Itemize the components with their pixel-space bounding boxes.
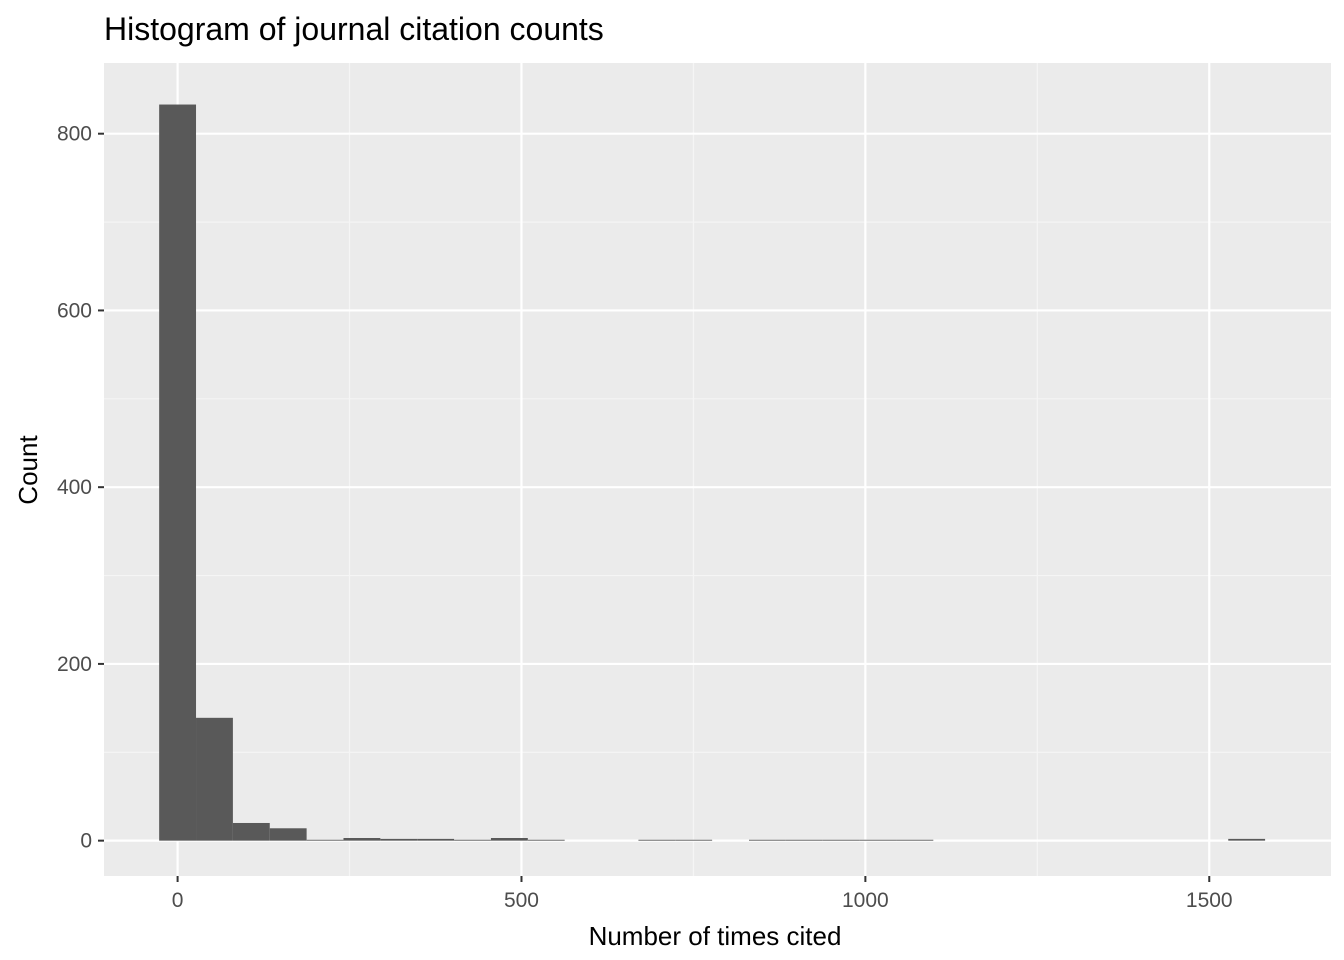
histogram-bars: [159, 104, 1266, 841]
histogram-bar-3: [269, 828, 307, 841]
minor-gridlines: [104, 63, 1331, 876]
y-tick-label: 200: [57, 653, 92, 676]
histogram-bar-18: [822, 839, 860, 841]
histogram-bar-6: [380, 838, 418, 841]
x-tick-label: 500: [504, 889, 539, 912]
plot-panel: [104, 63, 1331, 876]
histogram-bar-5: [343, 838, 381, 841]
histogram-bar-1: [196, 717, 233, 841]
x-tick-label: 1500: [1186, 889, 1233, 912]
histogram-bar-13: [638, 839, 676, 841]
histogram-bar-20: [896, 839, 934, 841]
y-axis-title: Count: [13, 435, 43, 505]
y-axis: 0 200 400 600 800: [57, 123, 104, 853]
chart-title: Histogram of journal citation counts: [104, 11, 604, 47]
histogram-bar-17: [785, 839, 823, 841]
y-tick-label: 400: [57, 476, 92, 499]
y-tick-label: 800: [57, 123, 92, 146]
x-tick-label: 0: [172, 889, 184, 912]
histogram-bar-9: [490, 838, 528, 841]
x-axis: 0 500 1000 1500: [172, 876, 1233, 912]
x-axis-title: Number of times cited: [589, 921, 842, 951]
histogram-bar-29: [1228, 838, 1266, 841]
histogram-bar-16: [749, 839, 786, 841]
histogram-bar-19: [859, 839, 897, 841]
histogram-bar-7: [417, 838, 455, 841]
histogram-bar-10: [527, 839, 565, 841]
histogram-bar-0: [159, 104, 197, 841]
histogram-bar-14: [675, 839, 713, 841]
histogram-bar-8: [454, 839, 491, 841]
histogram-bar-2: [232, 822, 270, 841]
y-tick-label: 0: [80, 830, 92, 853]
y-tick-label: 600: [57, 299, 92, 322]
x-tick-label: 1000: [842, 889, 889, 912]
histogram-bar-4: [306, 839, 344, 841]
